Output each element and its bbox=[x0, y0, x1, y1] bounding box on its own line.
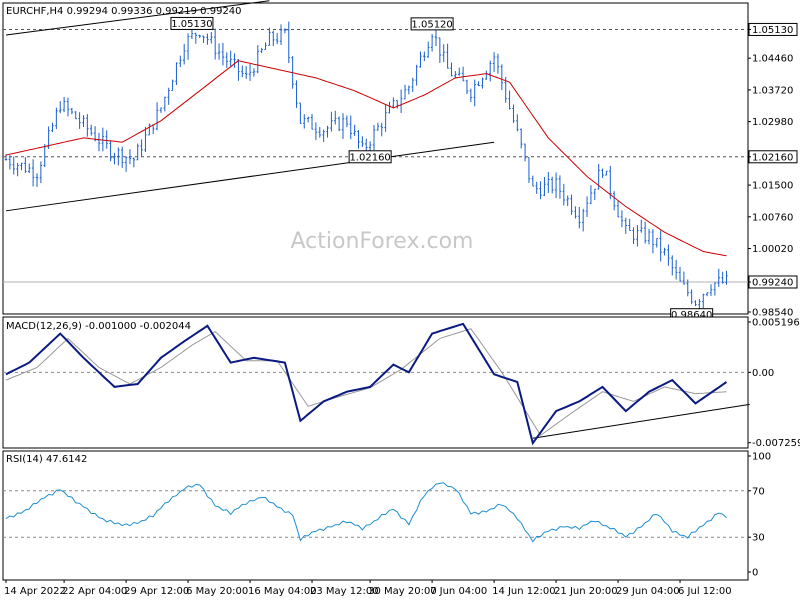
macd-line bbox=[5, 322, 728, 446]
rsi-y-tick: 0 bbox=[752, 568, 758, 579]
rsi-y-axis: 100 70 30 0 bbox=[748, 452, 771, 579]
macd-header: MACD(12,26,9) -0.001000 -0.002044 bbox=[6, 321, 191, 332]
price-callout-labels: 1.05130 1.05120 1.02160 0.98640 bbox=[170, 16, 714, 322]
x-tick-label: 22 Apr 04:00 bbox=[62, 586, 127, 597]
price-callout-label: 1.05120 bbox=[411, 19, 452, 30]
rsi-y-tick: 100 bbox=[752, 452, 771, 463]
macd-series bbox=[5, 322, 728, 446]
rsi-series bbox=[5, 482, 727, 543]
price-callout-box bbox=[170, 16, 214, 30]
x-tick-label: 6 Jul 12:00 bbox=[678, 586, 732, 597]
macd-y-tick: -0.007259 bbox=[752, 438, 800, 449]
rsi-level-lines bbox=[3, 490, 748, 538]
rsi-y-tick: 70 bbox=[752, 486, 765, 497]
price-y-tick: 1.04460 bbox=[752, 54, 793, 65]
price-y-axis: 1.05130 1.04460 1.03720 1.02980 1.02160 1.015… bbox=[748, 22, 798, 319]
price-trend-lines bbox=[5, 0, 495, 212]
price-y-tick: 1.02980 bbox=[752, 117, 793, 128]
price-y-tick: 0.99240 bbox=[752, 277, 793, 288]
x-tick-label: 29 Jun 04:00 bbox=[616, 586, 680, 597]
x-tick-label: 14 Jun 12:00 bbox=[492, 586, 556, 597]
price-y-tick: 1.03720 bbox=[752, 85, 793, 96]
price-y-tick: 1.05130 bbox=[752, 25, 793, 36]
price-header: EURCHF,H4 0.99294 0.99336 0.99219 0.9924… bbox=[6, 6, 242, 17]
x-tick-label: 29 Apr 12:00 bbox=[124, 586, 189, 597]
price-callout-box bbox=[348, 150, 392, 164]
macd-panel: MACD(12,26,9) -0.001000 -0.002044 0.0051… bbox=[2, 316, 800, 449]
rsi-panel: RSI(14) 47.6142 100 70 30 0 bbox=[2, 450, 771, 581]
x-tick-label: 7 Jun 04:00 bbox=[430, 586, 487, 597]
price-panel: 1.05130 1.05120 1.02160 0.98640 ActionForex… bbox=[2, 0, 798, 322]
x-tick-label: 16 May 04:00 bbox=[248, 586, 317, 597]
price-candles bbox=[4, 21, 728, 310]
price-y-tick: 1.01500 bbox=[752, 181, 793, 192]
price-y-tick: 1.00020 bbox=[752, 244, 793, 255]
macd-y-axis: 0.005196 0.00 -0.007259 bbox=[748, 317, 800, 449]
macd-trend-line bbox=[532, 403, 750, 439]
rsi-header: RSI(14) 47.6142 bbox=[6, 454, 87, 465]
watermark: ActionForex.com bbox=[291, 229, 474, 254]
macd-signal-line bbox=[5, 328, 727, 437]
price-callout-box bbox=[410, 17, 454, 31]
x-tick-label: 23 May 12:00 bbox=[310, 586, 379, 597]
price-trend-line bbox=[5, 0, 270, 36]
x-tick-label: 30 May 20:00 bbox=[368, 586, 437, 597]
rsi-y-tick: 30 bbox=[752, 533, 765, 544]
price-y-tick: 1.02160 bbox=[752, 152, 793, 163]
x-tick-label: 21 Jun 20:00 bbox=[554, 586, 618, 597]
macd-trend-line bbox=[532, 403, 750, 439]
price-trend-line bbox=[5, 141, 495, 212]
price-callout-label: 1.05130 bbox=[171, 19, 212, 30]
x-tick-label: 14 Apr 2022 bbox=[4, 586, 66, 597]
x-tick-label: 6 May 20:00 bbox=[186, 586, 248, 597]
moving-average-line bbox=[5, 60, 727, 257]
macd-y-tick: 0.00 bbox=[752, 368, 774, 379]
price-callout-label: 1.02160 bbox=[349, 152, 390, 163]
rsi-line bbox=[5, 482, 727, 543]
price-callout-label: 0.98640 bbox=[671, 310, 712, 321]
price-y-tick: 1.00760 bbox=[752, 212, 793, 223]
macd-y-tick: 0.005196 bbox=[752, 317, 800, 328]
price-y-tick: 0.98540 bbox=[752, 308, 793, 319]
